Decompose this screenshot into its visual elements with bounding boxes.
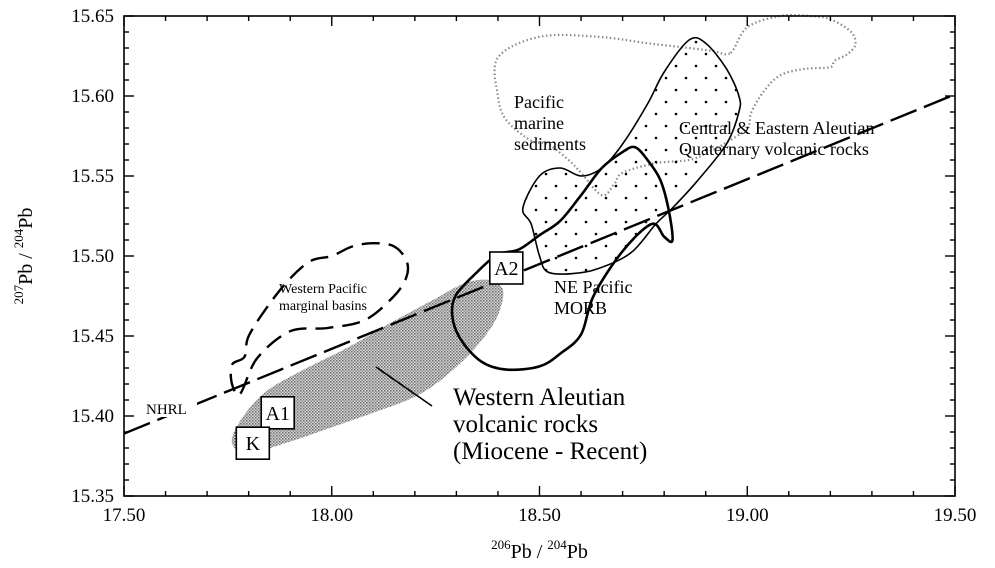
field-labels: Pacific marine sediments Central & Eastern … xyxy=(279,92,874,465)
sample-markers: A2 A1K xyxy=(235,251,524,461)
y-tick-label: 15.50 xyxy=(71,246,114,267)
nhrl-label-background xyxy=(143,400,197,417)
y-tick-label: 15.65 xyxy=(71,6,114,27)
x-axis-main2: Pb xyxy=(567,541,588,563)
y-axis-main2: Pb xyxy=(15,208,37,229)
sample-box-a2 xyxy=(488,251,524,285)
x-tick-label: 19.50 xyxy=(934,505,977,526)
y-axis-title: 207Pb / 204Pb xyxy=(11,208,37,305)
ne-pacific-morb-field xyxy=(450,145,674,372)
western-aleutian-label: Western Aleutian volcanic rocks (Miocene -… xyxy=(453,384,647,465)
y-axis-sup2: 204 xyxy=(11,228,26,248)
pacific-marine-sediments-label-line: marine xyxy=(514,113,564,133)
x-axis-sup2: 204 xyxy=(547,537,567,552)
x-tick-label: 18.00 xyxy=(310,505,353,526)
western-aleutian-label-line: (Miocene - Recent) xyxy=(453,438,647,465)
y-tick-label: 15.35 xyxy=(71,486,114,507)
y-axis-sup1: 207 xyxy=(11,284,26,304)
x-tick-label: 19.00 xyxy=(726,505,769,526)
sample-box-a1 xyxy=(260,395,296,430)
x-axis-sup1: 206 xyxy=(491,537,511,552)
western-pacific-marginal-basins-label-line: marginal basins xyxy=(279,299,367,314)
western-aleutian-field xyxy=(231,279,504,453)
central-eastern-aleutian-label-line: Central & Eastern Aleutian xyxy=(679,118,874,138)
nhrl-reference-line xyxy=(123,93,956,435)
pacific-marine-sediments-label: Pacific marine sediments xyxy=(514,92,586,154)
western-pacific-marginal-basins-field xyxy=(229,241,410,396)
pacific-marine-sediments-label-line: Pacific xyxy=(514,92,564,112)
ne-pacific-morb-label: NE Pacific MORB xyxy=(554,277,632,318)
x-tick-label: 17.50 xyxy=(103,505,146,526)
western-aleutian-label-line: Western Aleutian xyxy=(453,384,626,411)
western-pacific-marginal-basins-label-line: Western Pacific xyxy=(279,282,367,297)
y-tick-label: 15.40 xyxy=(71,406,114,427)
sample-label-a2: A2 xyxy=(494,258,518,280)
y-tick-label: 15.60 xyxy=(71,86,114,107)
ne-pacific-morb-label-line: NE Pacific xyxy=(554,277,632,297)
central-eastern-aleutian-label-line: Quaternary volcanic rocks xyxy=(679,139,869,159)
x-axis-title: 206Pb / 204Pb xyxy=(491,537,588,563)
axis-ticks: 17.50 18.00 18.50 19.00 19.50 15.35 15.40 15.45… xyxy=(71,6,976,526)
y-tick-label: 15.55 xyxy=(71,166,114,187)
western-pacific-marginal-basins-label: Western Pacific marginal basins xyxy=(279,282,367,314)
ne-pacific-morb-label-line: MORB xyxy=(554,298,607,318)
sample-label-a1: A1 xyxy=(265,403,289,425)
sample-label-k: K xyxy=(246,433,261,455)
pacific-marine-sediments-label-line: sediments xyxy=(514,134,586,154)
y-axis-main1: Pb / xyxy=(15,248,37,285)
sample-box-k xyxy=(235,426,271,461)
x-tick-label: 18.50 xyxy=(518,505,561,526)
nhrl-label: NHRL xyxy=(146,402,187,418)
x-axis-main1: Pb / xyxy=(511,541,548,563)
central-eastern-aleutian-label: Central & Eastern Aleutian Quaternary vol… xyxy=(679,118,874,159)
y-tick-label: 15.45 xyxy=(71,326,114,347)
western-aleutian-label-line: volcanic rocks xyxy=(453,411,598,438)
field-outlines xyxy=(229,13,857,453)
western-aleutian-leader-line xyxy=(375,366,433,407)
